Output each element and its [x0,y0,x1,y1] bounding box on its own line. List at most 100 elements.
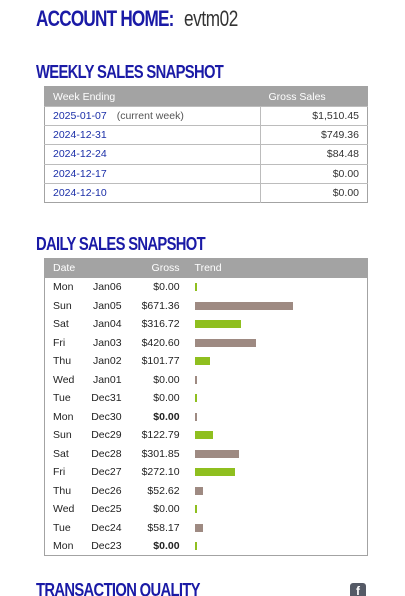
trend-bar [194,431,213,440]
date-cell: Dec31 [91,392,122,405]
trend-bar [194,394,197,403]
day-cell: Mon [53,281,74,294]
gross-sales-header: Gross Sales [260,86,368,107]
week-ending-cell: 2025-01-07 (current week) [44,105,261,126]
weekly-row: 2024-12-10 $0.00 [44,182,368,203]
day-cell: Thu [53,484,72,497]
trend-cell [180,463,368,482]
week-ending-cell: 2024-12-10 [44,182,261,203]
weekly-row: 2025-01-07 (current week) $1,510.45 [44,105,368,126]
day-cell: Mon [53,540,74,552]
date-header: Date [44,258,84,278]
account-home-label: ACCOUNT HOME: [36,6,174,31]
trend-header: Trend [179,258,368,278]
week-ending-link[interactable]: 2025-01-07 [53,110,107,123]
trend-cell [180,297,368,316]
trend-cell [180,537,368,556]
weekly-row: 2024-12-24 $84.48 [44,144,368,165]
gross-cell: $0.00 [153,540,180,552]
date-cell: Dec23 [91,540,122,552]
week-ending-link[interactable]: 2024-12-17 [53,167,107,180]
date-cell: Dec26 [91,484,122,497]
date-cell: Dec28 [91,447,122,460]
day-cell: Sun [53,299,72,312]
trend-cell [180,426,368,445]
week-ending-header: Week Ending [44,86,261,107]
daily-row: Mon Jan06 $0.00 [45,278,368,297]
day-cell: Thu [53,355,72,368]
daily-row: Sat Dec28 $301.85 [45,445,368,464]
daily-row: Sun Jan05 $671.36 [45,297,368,316]
day-cell: Tue [53,392,71,405]
trend-bar [194,338,256,347]
week-ending-cell: 2024-12-31 [44,125,261,145]
gross-cell: $0.00 [153,503,180,516]
gross-cell: $0.00 [153,392,180,405]
current-week-note: (current week) [116,110,184,123]
trend-bar [194,412,197,421]
day-cell: Fri [53,336,66,349]
gross-cell: $0.00 [153,281,180,294]
trend-bar [194,468,235,477]
daily-row: Mon Dec23 $0.00 [45,537,368,556]
date-cell: Dec27 [91,466,122,479]
gross-cell: $671.36 [141,299,180,312]
trend-bar [194,283,197,292]
gross-cell: $272.10 [141,466,180,479]
day-cell: Sun [53,429,72,442]
daily-sales-table: Date Gross Trend Mon Jan06 $0.00 Sun Jan05 $6… [44,258,368,556]
daily-row: Mon Dec30 $0.00 [45,408,368,427]
trend-bar [194,505,197,514]
weekly-row: 2024-12-31 $749.36 [44,125,368,145]
trend-bar [194,357,210,366]
weekly-header-row: Week Ending Gross Sales [44,86,368,107]
trend-cell [180,334,368,353]
daily-row: Wed Jan01 $0.00 [45,371,368,390]
daily-row: Sun Dec29 $122.79 [45,426,368,445]
trend-bar [194,542,197,551]
daily-row: Thu Dec26 $52.62 [45,482,368,501]
transaction-quality-title: TRANSACTION QUALITY [36,580,200,596]
trend-bar [194,449,239,458]
date-cell: Dec24 [91,521,122,534]
daily-row: Fri Dec27 $272.10 [45,463,368,482]
trend-cell [180,371,368,390]
gross-cell: $0.00 [153,373,180,386]
trend-cell [180,519,368,538]
trend-bar [194,523,203,532]
trend-cell [180,408,368,427]
gross-sales-cell: $0.00 [260,182,368,203]
trend-cell [180,315,368,334]
week-ending-cell: 2024-12-24 [44,144,261,165]
trend-cell [180,482,368,501]
account-username: evtm02 [184,6,239,31]
gross-cell: $316.72 [141,318,180,331]
week-ending-link[interactable]: 2024-12-10 [53,186,107,199]
date-cell: Jan06 [92,281,122,294]
weekly-sales-table: Week Ending Gross Sales 2025-01-07 (curre… [44,86,368,203]
gross-sales-cell: $0.00 [260,163,368,184]
gross-cell: $52.62 [147,484,180,497]
facebook-icon[interactable]: f [350,583,366,596]
trend-cell [180,500,368,519]
trend-bar [194,375,197,384]
day-cell: Tue [53,521,71,534]
gross-cell: $420.60 [141,336,180,349]
week-ending-link[interactable]: 2024-12-31 [53,129,107,142]
date-cell: Dec29 [91,429,122,442]
daily-row: Tue Dec31 $0.00 [45,389,368,408]
daily-sales-title: DAILY SALES SNAPSHOT [36,234,206,254]
day-cell: Mon [53,410,74,423]
trend-bar [194,486,203,495]
daily-header-row: Date Gross Trend [44,258,368,278]
date-header-spacer [83,258,122,278]
week-ending-cell: 2024-12-17 [44,163,261,184]
week-ending-link[interactable]: 2024-12-24 [53,148,107,161]
day-cell: Wed [53,373,75,386]
weekly-sales-title: WEEKLY SALES SNAPSHOT [36,62,224,82]
date-cell: Jan04 [92,318,122,331]
day-cell: Sat [53,318,69,331]
gross-sales-cell: $1,510.45 [260,105,368,126]
gross-cell: $58.17 [147,521,180,534]
gross-sales-cell: $749.36 [260,125,368,145]
